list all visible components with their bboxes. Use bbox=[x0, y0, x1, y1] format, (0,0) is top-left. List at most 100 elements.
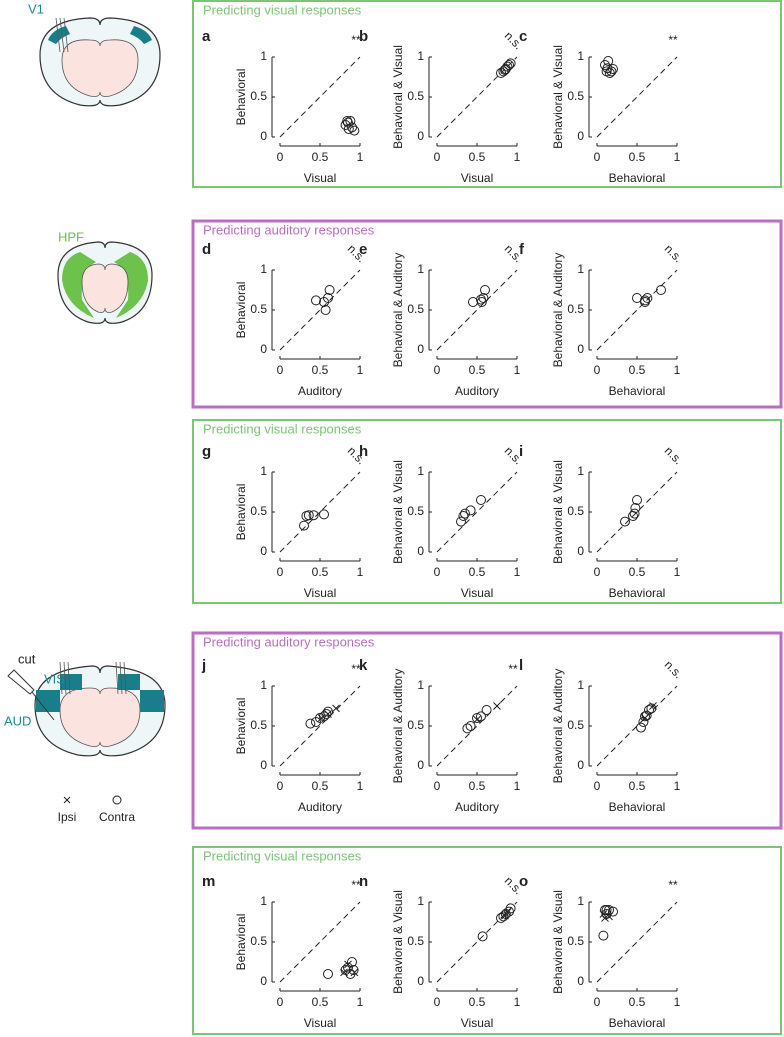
y-tick-label: 0 bbox=[260, 544, 267, 558]
point bbox=[602, 63, 613, 74]
point bbox=[458, 511, 469, 521]
x-tick-label: 0.5 bbox=[629, 150, 646, 164]
x-tick-label: 0.5 bbox=[469, 779, 486, 793]
point bbox=[462, 723, 473, 734]
panel-box bbox=[191, 631, 783, 830]
cross-stroke bbox=[649, 702, 657, 710]
brain-diagram bbox=[57, 241, 153, 324]
point bbox=[640, 297, 650, 307]
x-tick-label: 1 bbox=[674, 150, 681, 164]
y-tick-label: 0.5 bbox=[250, 934, 267, 948]
x-tick-label: 0.5 bbox=[629, 363, 646, 377]
y-axis-label: Behavioral & Visual bbox=[551, 460, 565, 564]
cross-stroke bbox=[317, 714, 326, 722]
cross-stroke bbox=[473, 715, 481, 724]
x-tick-label: 1 bbox=[514, 779, 521, 793]
region-label: VIS bbox=[44, 671, 65, 686]
point bbox=[477, 931, 488, 942]
panel-letter: j bbox=[201, 657, 206, 674]
x-tick-label: 1 bbox=[514, 150, 521, 164]
x-tick-label: 0.5 bbox=[312, 150, 329, 164]
y-tick-label: 0 bbox=[417, 974, 424, 988]
y-tick-label: 0 bbox=[417, 758, 424, 772]
y-axis-label: Behavioral & Visual bbox=[551, 890, 565, 994]
x-tick-label: 0.5 bbox=[629, 565, 646, 579]
cross-stroke bbox=[332, 704, 340, 713]
x-tick-label: 1 bbox=[357, 150, 364, 164]
point bbox=[324, 710, 332, 718]
x-axis-label: Behavioral bbox=[609, 1016, 666, 1030]
point bbox=[303, 510, 314, 521]
x-tick-label: 0.5 bbox=[469, 995, 486, 1009]
y-tick-label: 0.5 bbox=[407, 934, 424, 948]
x-axis-label: Behavioral bbox=[609, 384, 666, 398]
significance: n.s. bbox=[662, 242, 686, 266]
y-tick-label: 1 bbox=[260, 894, 267, 908]
point bbox=[505, 903, 516, 914]
y-tick-label: 0 bbox=[417, 129, 424, 143]
point bbox=[501, 911, 509, 920]
point bbox=[641, 714, 649, 722]
point bbox=[599, 910, 608, 918]
region-label: AUD bbox=[4, 713, 31, 728]
cross-stroke bbox=[324, 710, 332, 718]
x-axis-label: Behavioral bbox=[609, 171, 666, 185]
significance: ** bbox=[668, 878, 678, 892]
y-tick-label: 0.5 bbox=[250, 504, 267, 518]
panel-title: Predicting auditory responses bbox=[203, 634, 375, 649]
cross-stroke bbox=[340, 968, 348, 977]
point bbox=[644, 705, 654, 715]
y-tick-label: 0.5 bbox=[250, 718, 267, 732]
x-tick-label: 0 bbox=[594, 565, 601, 579]
point bbox=[603, 56, 614, 66]
significance: ** bbox=[508, 662, 518, 676]
y-axis-label: Behavioral bbox=[234, 698, 248, 755]
panel-letter: e bbox=[359, 241, 367, 258]
y-axis-label: Behavioral & Auditory bbox=[551, 669, 565, 784]
panel-letter: c bbox=[519, 28, 527, 45]
point bbox=[476, 711, 486, 722]
point bbox=[321, 709, 332, 719]
point bbox=[347, 957, 357, 967]
point bbox=[299, 520, 309, 531]
panel-title: Predicting visual responses bbox=[203, 421, 362, 436]
panel-letter: d bbox=[202, 241, 211, 258]
point bbox=[323, 293, 333, 303]
y-tick-label: 0.5 bbox=[250, 302, 267, 316]
panel-letter: b bbox=[359, 28, 368, 45]
x-tick-label: 0.5 bbox=[629, 995, 646, 1009]
point bbox=[473, 715, 481, 724]
significance: ** bbox=[351, 33, 361, 47]
panel-box bbox=[191, 219, 783, 409]
x-tick-label: 1 bbox=[674, 995, 681, 1009]
point bbox=[649, 702, 657, 710]
x-axis-label: Visual bbox=[461, 586, 493, 600]
identity-line bbox=[279, 685, 361, 767]
y-tick-label: 0.5 bbox=[407, 302, 424, 316]
cross-stroke bbox=[605, 912, 613, 921]
identity-line bbox=[279, 471, 361, 553]
x-tick-label: 0.5 bbox=[312, 995, 329, 1009]
cross-stroke bbox=[503, 908, 512, 917]
x-axis-label: Visual bbox=[304, 586, 336, 600]
point bbox=[324, 285, 335, 295]
x-tick-label: 0.5 bbox=[312, 363, 329, 377]
point bbox=[460, 508, 470, 519]
x-tick-label: 1 bbox=[514, 565, 521, 579]
point bbox=[323, 969, 333, 979]
x-tick-label: 1 bbox=[357, 363, 364, 377]
y-tick-label: 0.5 bbox=[567, 89, 584, 103]
point bbox=[481, 705, 492, 715]
y-tick-label: 0 bbox=[260, 342, 267, 356]
x-tick-label: 1 bbox=[674, 779, 681, 793]
panel-box bbox=[192, 0, 782, 188]
y-tick-label: 0.5 bbox=[567, 302, 584, 316]
point bbox=[493, 702, 501, 710]
point bbox=[456, 516, 466, 527]
point bbox=[465, 505, 476, 516]
significance: n.s. bbox=[662, 658, 686, 682]
panel-letter: l bbox=[519, 657, 523, 674]
x-axis-label: Behavioral bbox=[609, 800, 666, 814]
panel-box bbox=[192, 846, 782, 1035]
